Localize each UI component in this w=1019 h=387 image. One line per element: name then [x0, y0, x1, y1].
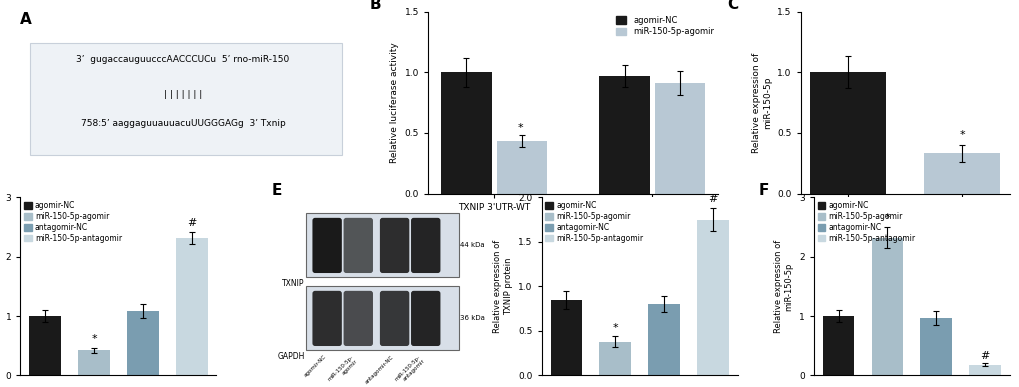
FancyBboxPatch shape	[379, 291, 409, 346]
Bar	[599, 342, 631, 375]
Bar	[870, 238, 903, 375]
Text: A: A	[20, 12, 33, 27]
Text: 36 kDa: 36 kDa	[460, 315, 485, 322]
FancyBboxPatch shape	[379, 218, 409, 273]
Bar	[30, 316, 61, 375]
Bar	[550, 300, 582, 375]
Text: | | | | | | |: | | | | | | |	[164, 90, 202, 99]
Text: #: #	[707, 195, 716, 204]
FancyBboxPatch shape	[31, 43, 342, 155]
Bar	[654, 83, 704, 194]
Bar	[598, 76, 649, 194]
Bar	[175, 238, 207, 375]
Bar	[809, 72, 886, 194]
Bar	[306, 286, 459, 351]
FancyBboxPatch shape	[343, 291, 373, 346]
Legend: agomir-NC, miR-150-5p-agomir, antagomir-NC, miR-150-5p-antagomir: agomir-NC, miR-150-5p-agomir, antagomir-…	[24, 201, 122, 243]
Text: 758:5’ aaggaguuauuacuUUGGGAGg  3’ Txnip: 758:5’ aaggaguuauuacuUUGGGAGg 3’ Txnip	[81, 119, 285, 128]
Bar	[496, 141, 546, 194]
Text: *: *	[959, 130, 964, 140]
Bar	[78, 351, 110, 375]
Text: #: #	[979, 351, 988, 361]
Text: F: F	[758, 183, 768, 198]
FancyBboxPatch shape	[312, 218, 341, 273]
Legend: agomir-NC, miR-150-5p-agomir, antagomir-NC, miR-150-5p-antagomir: agomir-NC, miR-150-5p-agomir, antagomir-…	[817, 201, 914, 243]
Text: miR-150-5p-
agomir: miR-150-5p- agomir	[326, 354, 358, 386]
Bar	[696, 220, 728, 375]
Text: C: C	[727, 0, 738, 12]
Text: *: *	[517, 123, 523, 133]
Y-axis label: Relative expression of
miR-150-5p: Relative expression of miR-150-5p	[773, 240, 793, 333]
Text: *: *	[91, 334, 97, 344]
FancyBboxPatch shape	[343, 218, 373, 273]
Text: antagomir-NC: antagomir-NC	[364, 354, 394, 385]
Text: #: #	[186, 218, 196, 228]
Bar	[822, 316, 854, 375]
Bar	[923, 154, 1000, 194]
Text: 44 kDa: 44 kDa	[460, 242, 484, 248]
Bar	[126, 311, 159, 375]
Text: miR-150-5p-
antagomir: miR-150-5p- antagomir	[393, 354, 425, 386]
Text: 3’  gugaccauguucccAACCCUCu  5’ rno-miR-150: 3’ gugaccauguucccAACCCUCu 5’ rno-miR-150	[76, 55, 289, 64]
Bar	[968, 365, 1000, 375]
FancyBboxPatch shape	[411, 291, 440, 346]
Bar	[647, 304, 680, 375]
Bar	[306, 213, 459, 277]
Text: B: B	[370, 0, 381, 12]
Bar	[919, 318, 951, 375]
Y-axis label: Relative luciferase activity: Relative luciferase activity	[389, 42, 398, 163]
Legend: agomir-NC, miR-150-5p-agomir: agomir-NC, miR-150-5p-agomir	[615, 16, 713, 36]
Y-axis label: Relative expression of
TXNIP protein: Relative expression of TXNIP protein	[493, 240, 513, 333]
Text: TXNIP: TXNIP	[282, 279, 305, 288]
Bar	[441, 72, 491, 194]
Text: GAPDH: GAPDH	[277, 352, 305, 361]
Y-axis label: Relative expression of
miR-150-5p: Relative expression of miR-150-5p	[752, 52, 771, 153]
Text: E: E	[271, 183, 282, 198]
Text: agomir-NC: agomir-NC	[303, 354, 327, 378]
FancyBboxPatch shape	[411, 218, 440, 273]
FancyBboxPatch shape	[312, 291, 341, 346]
Text: *: *	[883, 214, 890, 223]
Legend: agomir-NC, miR-150-5p-agomir, antagomir-NC, miR-150-5p-antagomir: agomir-NC, miR-150-5p-agomir, antagomir-…	[545, 201, 643, 243]
Text: *: *	[611, 323, 618, 333]
